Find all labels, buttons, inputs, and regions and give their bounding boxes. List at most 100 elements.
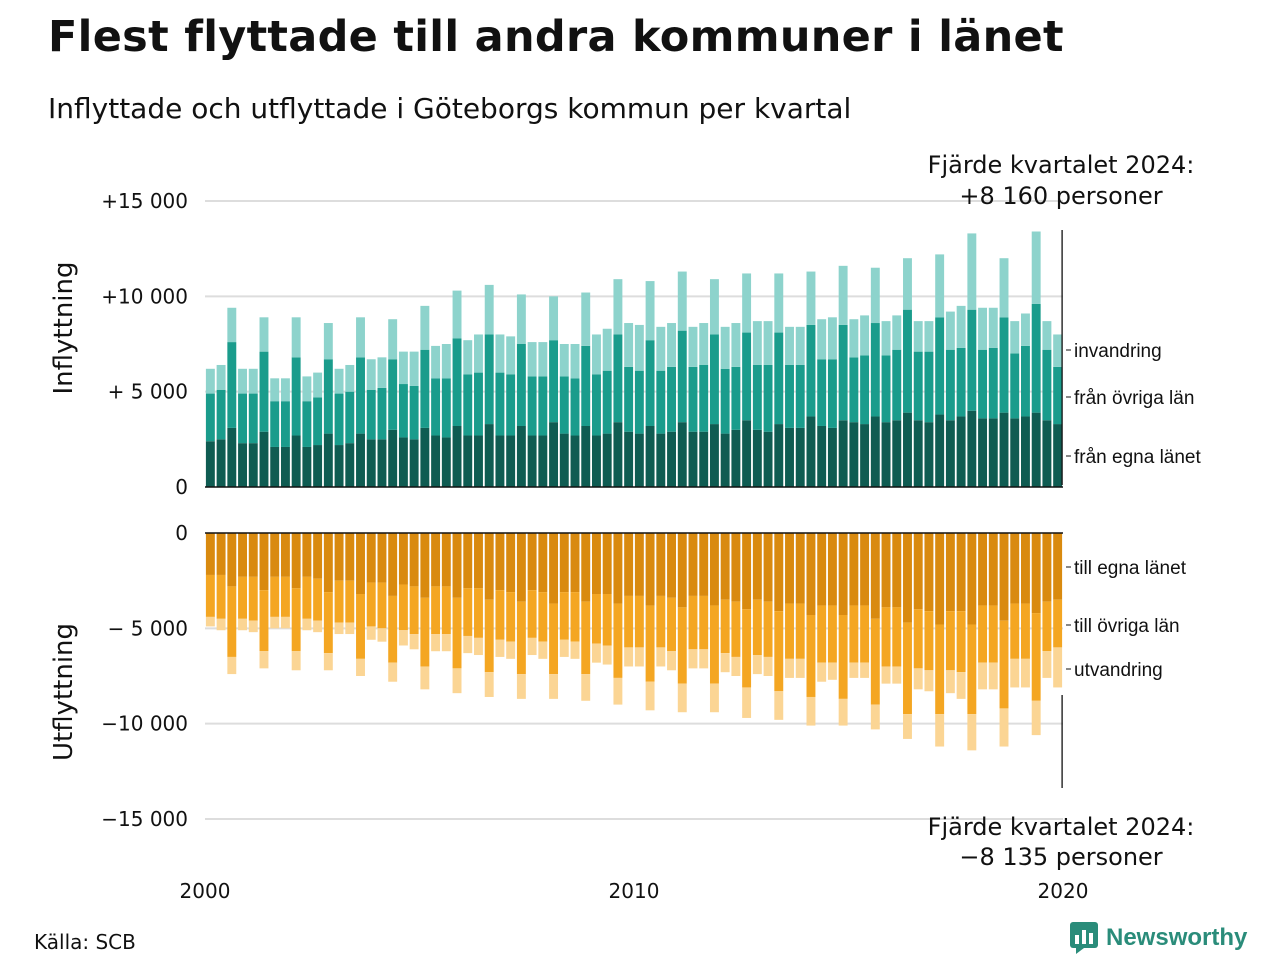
bar-out-other — [441, 586, 451, 635]
bar-in-other — [559, 376, 569, 434]
bar-in-immig — [409, 351, 419, 386]
bar-out-emig — [667, 651, 676, 671]
bar-out-own — [291, 533, 301, 589]
bar-out-emig — [345, 622, 355, 635]
bar-out-other — [688, 595, 698, 650]
bar-out-own — [248, 533, 258, 577]
bar-in-own — [205, 441, 215, 487]
bar-in-immig — [624, 323, 634, 367]
bar-in-immig — [420, 305, 430, 350]
bar-in-own — [431, 435, 441, 487]
bar-out-emig — [849, 662, 859, 678]
bar-out-emig — [409, 634, 419, 650]
bar-out-emig — [677, 683, 687, 713]
bar-out-other — [205, 574, 215, 617]
bar-in-immig — [366, 359, 376, 390]
bar-out-other — [1010, 603, 1020, 659]
bar-in-own — [935, 414, 945, 487]
bar-in-own — [441, 437, 451, 487]
bar-out-emig — [785, 658, 794, 678]
bar-in-immig — [924, 321, 934, 352]
bar-in-own — [1042, 420, 1052, 487]
bar-in-immig — [999, 258, 1009, 318]
bar-in-other — [452, 338, 462, 426]
bar-out-other — [216, 574, 226, 619]
bar-in-own — [667, 431, 676, 487]
bar-out-other — [806, 614, 816, 697]
bar-in-own — [613, 422, 623, 487]
bar-in-immig — [978, 307, 988, 350]
bar-out-emig — [742, 687, 752, 718]
bar-in-own — [420, 427, 430, 487]
bar-out-emig — [248, 620, 258, 633]
bar-in-immig — [763, 321, 773, 365]
bar-in-own — [527, 435, 537, 487]
bar-out-other — [634, 595, 644, 648]
bar-in-own — [860, 424, 870, 487]
bar-out-own — [924, 533, 934, 612]
bar-out-emig — [313, 620, 323, 633]
bar-out-other — [677, 607, 687, 684]
bar-in-other — [860, 355, 870, 425]
bar-out-emig — [356, 658, 365, 676]
bar-out-own — [785, 533, 794, 604]
bar-in-immig — [431, 345, 441, 379]
bar-in-immig — [280, 378, 290, 402]
bar-out-emig — [978, 662, 988, 690]
bar-out-emig — [302, 618, 312, 631]
bar-out-other — [452, 597, 462, 669]
bar-out-emig — [881, 666, 891, 684]
bar-out-other — [967, 624, 977, 715]
y-tick-bottom: −15 000 — [101, 807, 188, 831]
bar-out-own — [645, 533, 655, 606]
bar-in-immig — [441, 344, 451, 379]
bar-out-other — [581, 601, 591, 675]
bar-in-own — [699, 431, 709, 487]
legend-label-top: från övriga län — [1074, 388, 1194, 409]
bar-in-immig — [377, 357, 387, 388]
bar-out-own — [527, 533, 537, 591]
bar-in-own — [592, 435, 601, 487]
bar-out-other — [699, 595, 709, 650]
bar-out-other — [270, 576, 280, 617]
bar-in-other — [624, 366, 634, 432]
bar-in-immig — [688, 326, 698, 367]
bar-out-other — [903, 622, 912, 715]
annotation-bottom-line1: Fjärde kvartalet 2024: — [928, 813, 1195, 841]
bar-in-immig — [216, 364, 226, 390]
bar-in-other — [463, 374, 473, 436]
bar-out-emig — [474, 637, 483, 656]
bar-out-emig — [634, 647, 644, 667]
bar-out-other — [1031, 613, 1041, 701]
bar-out-emig — [259, 651, 269, 669]
bar-in-immig — [956, 305, 966, 348]
bar-in-other — [388, 359, 398, 430]
bar-in-own — [409, 439, 419, 487]
bar-in-own — [774, 424, 784, 487]
bar-out-emig — [516, 674, 526, 699]
bar-out-emig — [752, 655, 762, 675]
bar-out-emig — [592, 643, 601, 663]
bar-in-other — [356, 357, 365, 434]
bar-out-emig — [291, 651, 301, 671]
bar-in-own — [1053, 424, 1063, 487]
bar-in-immig — [881, 321, 891, 356]
bar-in-immig — [731, 323, 741, 367]
bar-in-own — [366, 439, 376, 487]
bar-in-immig — [720, 326, 730, 369]
chart-title: Flest flyttade till andra kommuner i län… — [48, 12, 1064, 62]
bar-out-own — [709, 533, 719, 606]
bar-out-emig — [645, 681, 655, 711]
bar-in-immig — [484, 284, 494, 335]
bar-in-other — [945, 349, 955, 421]
bar-out-own — [259, 533, 269, 591]
bar-out-emig — [870, 704, 880, 730]
bar-in-other — [978, 349, 988, 419]
bar-out-own — [731, 533, 741, 602]
bar-in-other — [334, 393, 344, 446]
bar-in-own — [913, 420, 923, 487]
bar-out-emig — [720, 653, 730, 673]
bar-in-other — [999, 317, 1009, 413]
bar-out-own — [881, 533, 891, 608]
bar-in-other — [366, 389, 376, 440]
